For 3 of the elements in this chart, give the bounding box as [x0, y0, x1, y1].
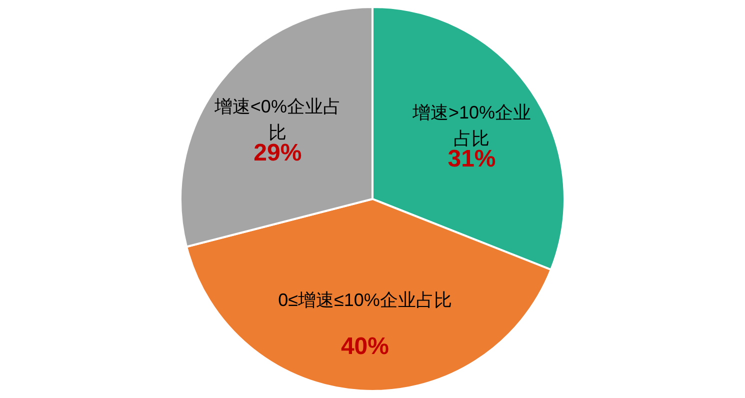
data-label: 40%: [340, 332, 389, 360]
slice-label: 0≤增速≤10%企业占比: [278, 290, 452, 310]
slice-label: 增速<0%企业占比: [213, 96, 341, 142]
